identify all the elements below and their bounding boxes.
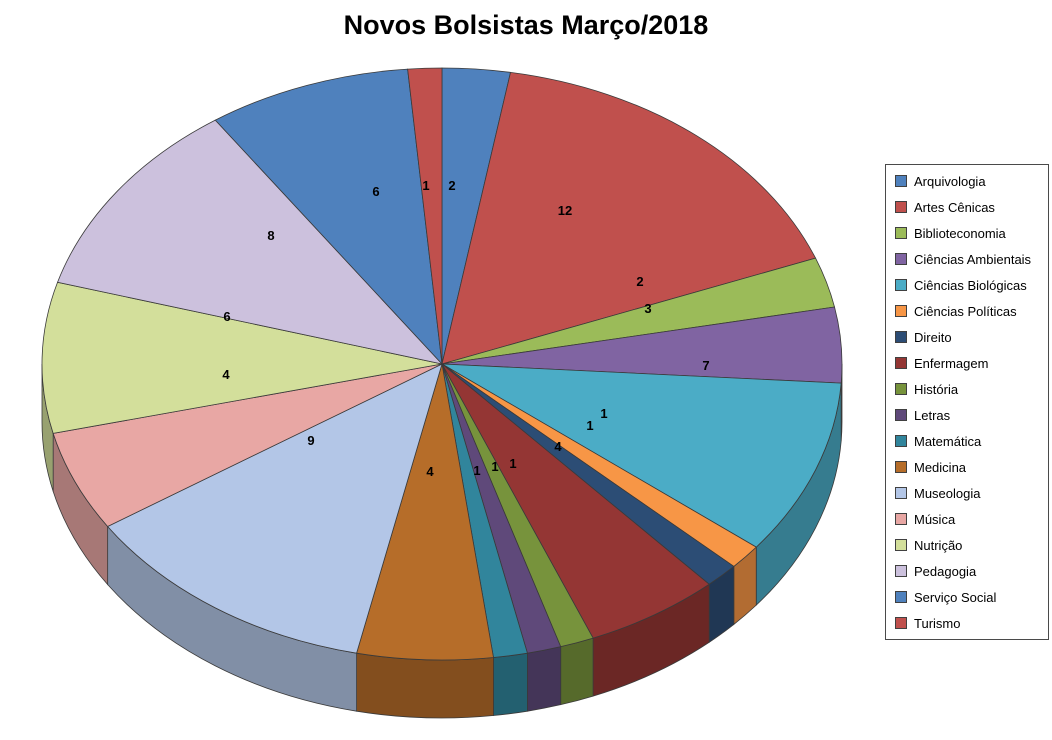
legend-color-swatch	[895, 409, 907, 421]
legend-color-swatch	[895, 565, 907, 577]
legend-item-label: Nutrição	[914, 537, 963, 553]
legend-item-label: Direito	[914, 329, 952, 345]
data-label: 4	[222, 367, 230, 382]
legend-item: Arquivologia	[886, 168, 1048, 194]
legend-color-swatch	[895, 617, 907, 629]
legend-item-label: Matemática	[914, 433, 982, 449]
legend-item-label: Ciências Biológicas	[914, 277, 1027, 293]
legend-color-swatch	[895, 227, 907, 239]
legend-item-label: Música	[914, 511, 956, 527]
data-label: 1	[586, 418, 593, 433]
pie-slice	[441, 71, 817, 365]
legend-item: Letras	[886, 402, 1048, 428]
legend-item-label: Enfermagem	[914, 355, 989, 371]
data-label: 4	[426, 464, 434, 479]
legend-color-swatch	[895, 591, 907, 603]
legend-item: Nutrição	[886, 532, 1048, 558]
pie-slice	[356, 363, 494, 661]
data-label: 9	[307, 433, 314, 448]
legend: Arquivologia Artes Cênicas Biblioteconomia…	[885, 164, 1049, 640]
data-label: 3	[644, 301, 651, 316]
chart-title: Novos Bolsistas Março/2018	[343, 10, 709, 40]
data-label: 6	[223, 309, 230, 324]
legend-item: Artes Cênicas	[886, 194, 1048, 220]
data-label: 1	[473, 463, 480, 478]
legend-color-swatch	[895, 331, 907, 343]
legend-color-swatch	[895, 383, 907, 395]
pie-slice-wall	[493, 652, 528, 716]
data-label: 1	[491, 459, 498, 474]
legend-item: Turismo	[886, 610, 1048, 636]
legend-color-swatch	[895, 305, 907, 317]
pie-slice	[214, 68, 443, 366]
pie-slice	[57, 119, 444, 365]
data-label: 12	[558, 203, 572, 218]
legend-item-label: Museologia	[914, 485, 981, 501]
legend-item: História	[886, 376, 1048, 402]
legend-color-swatch	[895, 487, 907, 499]
legend-color-swatch	[895, 513, 907, 525]
legend-item: Ciências Políticas	[886, 298, 1048, 324]
legend-item: Enfermagem	[886, 350, 1048, 376]
pie-slice	[441, 363, 842, 548]
legend-color-swatch	[895, 539, 907, 551]
pie-slice-wall	[356, 652, 494, 719]
legend-item-label: Turismo	[914, 615, 961, 631]
legend-item: Ciências Ambientais	[886, 246, 1048, 272]
data-label: 2	[636, 274, 643, 289]
data-label: 4	[554, 439, 562, 454]
pie-slice	[441, 363, 710, 639]
legend-item-label: Serviço Social	[914, 589, 997, 605]
legend-color-swatch	[895, 435, 907, 447]
legend-item: Pedagogia	[886, 558, 1048, 584]
legend-item: Ciências Biológicas	[886, 272, 1048, 298]
legend-item-label: Letras	[914, 407, 951, 423]
pie-slice	[41, 281, 443, 434]
legend-item-label: Artes Cênicas	[914, 199, 995, 215]
legend-color-swatch	[895, 201, 907, 213]
legend-item: Matemática	[886, 428, 1048, 454]
legend-color-swatch	[895, 253, 907, 265]
data-label: 6	[372, 184, 379, 199]
pie-slice	[106, 363, 443, 654]
data-label: 8	[267, 228, 274, 243]
data-label: 1	[509, 456, 516, 471]
legend-item: Museologia	[886, 480, 1048, 506]
legend-item-label: Pedagogia	[914, 563, 977, 579]
legend-item-label: Ciências Políticas	[914, 303, 1017, 319]
legend-item: Medicina	[886, 454, 1048, 480]
legend-item-label: Medicina	[914, 459, 967, 475]
legend-item: Direito	[886, 324, 1048, 350]
legend-item-label: Arquivologia	[914, 173, 986, 189]
data-label: 7	[702, 358, 709, 373]
legend-color-swatch	[895, 461, 907, 473]
pie-slice-wall	[527, 646, 562, 712]
legend-color-swatch	[895, 279, 907, 291]
legend-color-swatch	[895, 357, 907, 369]
pie-slice	[52, 363, 443, 527]
legend-item: Serviço Social	[886, 584, 1048, 610]
legend-item-label: Biblioteconomia	[914, 225, 1006, 241]
legend-item-label: Ciências Ambientais	[914, 251, 1032, 267]
pie-slice	[407, 67, 443, 365]
data-label: 1	[600, 406, 607, 421]
legend-item-label: História	[914, 381, 959, 397]
pie-slice-wall	[560, 637, 594, 706]
legend-color-swatch	[895, 175, 907, 187]
data-label: 2	[448, 178, 455, 193]
legend-item: Música	[886, 506, 1048, 532]
data-label: 1	[422, 178, 429, 193]
legend-item: Biblioteconomia	[886, 220, 1048, 246]
